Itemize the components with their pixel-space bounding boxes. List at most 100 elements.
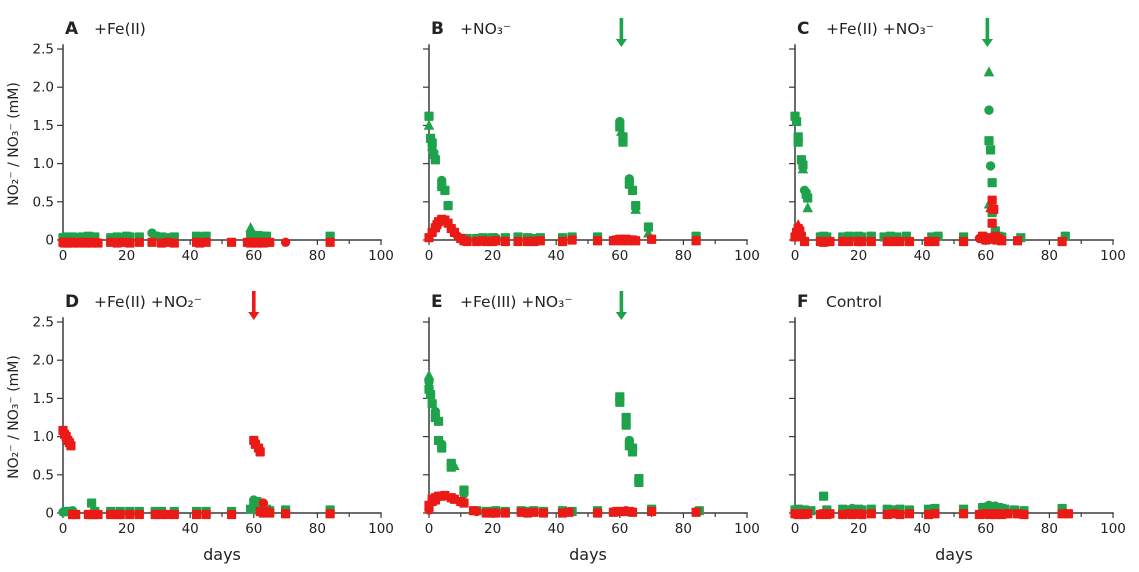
- data-point-square: [255, 447, 265, 457]
- x-tick-label: 80: [675, 521, 692, 537]
- data-point-triangle: [449, 460, 460, 471]
- data-point-square: [433, 416, 444, 426]
- panel-title: +Fe(II) +NO₃⁻: [826, 20, 934, 38]
- data-point-square: [535, 236, 545, 246]
- data-point-square: [491, 508, 501, 518]
- data-point-square: [226, 509, 237, 520]
- y-tick-label: 1.5: [33, 391, 54, 407]
- data-point-square: [529, 507, 539, 517]
- panel-letter: F: [797, 292, 809, 312]
- data-point-square: [634, 477, 644, 488]
- panel-a: 0 0.5 1.0 1.5 2.0 2.5 0 20 40 60 80 100 NO₂⁻ / NO₃⁻ …: [6, 19, 394, 264]
- panel-title: +Fe(II): [94, 20, 146, 38]
- x-tick-label: 60: [977, 521, 994, 537]
- data-point-triangle: [802, 202, 814, 213]
- data-point-square: [325, 509, 335, 519]
- data-point-square: [66, 441, 76, 451]
- data-point-square: [958, 509, 969, 519]
- data-point-square: [265, 237, 275, 247]
- data-point-square: [987, 178, 997, 188]
- data-point-square: [557, 236, 568, 247]
- panel-e: 0 20 40 60 80 100 days E +Fe(III) +NO₃⁻: [423, 291, 760, 564]
- data-point-square: [125, 238, 135, 248]
- panel-letter: B: [431, 19, 444, 39]
- x-tick-label: 40: [914, 248, 931, 264]
- data-point-square: [437, 443, 447, 453]
- data-point-square: [895, 236, 905, 247]
- data-point-square: [627, 185, 638, 195]
- x-tick-label: 80: [309, 521, 326, 537]
- data-point-circle: [424, 505, 434, 515]
- data-point-square: [621, 420, 631, 430]
- y-axis-title: NO₂⁻ / NO₃⁻ (mM): [6, 355, 22, 479]
- data-point-square: [647, 234, 657, 244]
- x-tick-label: 20: [850, 521, 867, 537]
- panel-c: 0 20 40 60 80 100 C +Fe(II) +NO₃⁻: [789, 18, 1126, 264]
- panel-letter: E: [431, 292, 443, 312]
- y-tick-label: 0: [45, 506, 54, 522]
- data-point-square: [71, 509, 81, 520]
- x-tick-label: 80: [675, 248, 692, 264]
- panel-letter: D: [65, 292, 79, 312]
- x-tick-label: 0: [425, 521, 434, 537]
- data-point-square: [627, 447, 638, 457]
- data-point-square: [491, 236, 501, 246]
- arrow-head: [981, 39, 993, 47]
- data-point-circle: [258, 498, 269, 508]
- data-point-square: [564, 507, 574, 517]
- data-point-square: [904, 509, 915, 519]
- x-tick-label: 40: [182, 521, 199, 537]
- data-point-square: [691, 236, 701, 246]
- panel-b: 0 20 40 60 80 100 B +NO₃⁻: [423, 18, 760, 264]
- x-tick-label: 100: [1100, 521, 1126, 537]
- data-point-square: [201, 237, 211, 247]
- x-tick-label: 60: [245, 248, 262, 264]
- readdition-arrow: [981, 18, 993, 47]
- x-axis-title: days: [569, 545, 607, 564]
- data-point-square: [201, 509, 211, 520]
- x-tick-label: 100: [734, 248, 760, 264]
- y-tick-label: 0: [45, 233, 54, 249]
- data-point-square: [803, 509, 813, 519]
- data-point-square: [819, 491, 829, 501]
- x-axis-title: days: [935, 545, 973, 564]
- data-point-square: [93, 238, 103, 248]
- panel-letter: C: [797, 19, 809, 39]
- data-point-square: [538, 508, 549, 518]
- data-point-triangle: [245, 222, 256, 233]
- data-point-circle: [472, 506, 482, 517]
- x-tick-label: 20: [118, 248, 135, 264]
- x-axis-title: days: [203, 545, 241, 564]
- data-point-square: [500, 236, 510, 247]
- data-point-square: [997, 236, 1007, 246]
- data-point-square: [987, 218, 997, 228]
- readdition-arrow: [615, 291, 627, 320]
- data-point-square: [281, 509, 291, 519]
- data-point-square: [1057, 236, 1067, 247]
- y-tick-label: 1.0: [33, 429, 54, 445]
- data-point-square: [87, 498, 97, 508]
- data-point-square: [93, 509, 103, 520]
- x-tick-label: 0: [425, 248, 434, 264]
- x-tick-label: 80: [1041, 521, 1058, 537]
- x-tick-label: 80: [309, 248, 326, 264]
- data-point-square: [125, 509, 135, 520]
- y-tick-label: 1.5: [33, 118, 54, 134]
- x-tick-label: 0: [791, 248, 800, 264]
- data-point-square: [592, 508, 603, 518]
- data-point-square: [857, 236, 867, 247]
- data-point-square: [500, 508, 510, 518]
- x-tick-label: 20: [118, 521, 135, 537]
- x-tick-label: 20: [484, 248, 501, 264]
- data-point-square: [169, 509, 179, 520]
- data-point-square: [825, 509, 835, 519]
- x-tick-label: 20: [850, 248, 867, 264]
- data-point-square: [987, 195, 997, 205]
- data-point-square: [592, 236, 603, 246]
- data-point-square: [1003, 509, 1013, 519]
- readdition-arrow: [615, 18, 627, 47]
- data-point-square: [430, 155, 440, 165]
- x-tick-label: 80: [1041, 248, 1058, 264]
- data-point-square: [567, 235, 577, 245]
